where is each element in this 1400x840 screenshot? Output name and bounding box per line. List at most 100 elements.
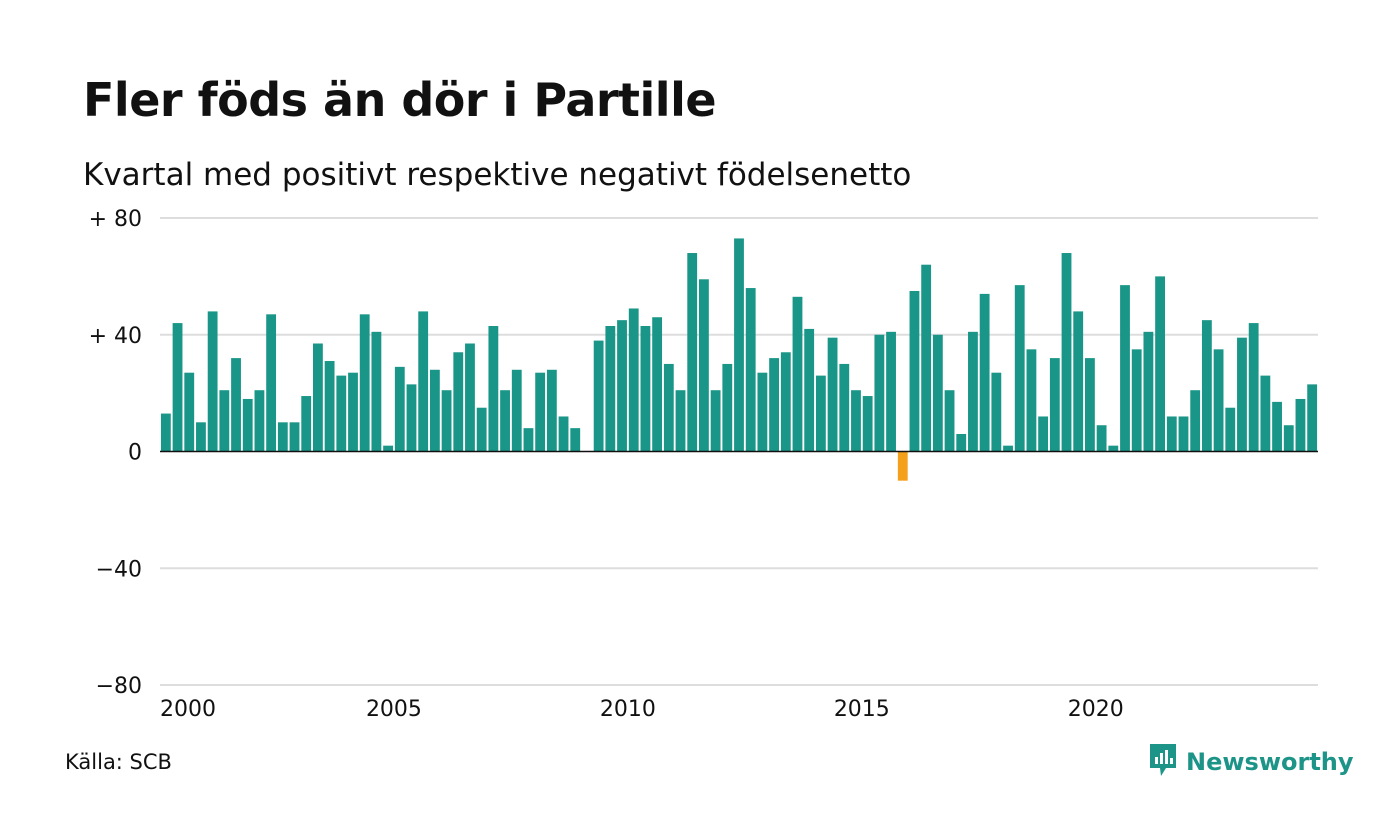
- bar: [1026, 349, 1037, 452]
- bar: [722, 363, 733, 452]
- y-tick-label: −80: [96, 674, 142, 699]
- bar: [1201, 320, 1212, 452]
- x-tick-label: 2015: [834, 697, 890, 722]
- bar: [453, 352, 464, 452]
- bar: [652, 317, 663, 452]
- bar: [874, 334, 885, 452]
- bar: [710, 390, 721, 452]
- bar: [1237, 337, 1247, 452]
- bar: [441, 390, 452, 452]
- bar: [336, 375, 347, 452]
- bar: [196, 422, 206, 452]
- bar: [266, 314, 277, 452]
- bar: [734, 238, 744, 452]
- bar: [1073, 311, 1084, 452]
- bar: [488, 325, 499, 452]
- bar: [476, 407, 487, 452]
- bar: [745, 288, 756, 452]
- bar: [886, 331, 896, 452]
- bar: [827, 337, 838, 452]
- bar: [1283, 425, 1294, 452]
- bar: [418, 311, 429, 452]
- bar: [546, 369, 557, 452]
- bar: [1213, 349, 1224, 452]
- bar: [219, 390, 230, 452]
- bar: [956, 433, 967, 452]
- bar: [628, 308, 639, 452]
- bar: [1084, 358, 1095, 452]
- bar: [1272, 401, 1282, 452]
- bar: [617, 320, 627, 452]
- bar: [968, 331, 978, 452]
- bar: [558, 416, 569, 452]
- x-axis-ticks: 2000 2005 2010 2015 2020: [160, 697, 1124, 722]
- bar: [780, 352, 791, 452]
- bar: [289, 422, 300, 452]
- bar: [1108, 445, 1119, 452]
- bar: [1178, 416, 1189, 452]
- bar: [663, 363, 674, 452]
- bar: [1131, 349, 1142, 452]
- bar: [979, 293, 990, 452]
- bar: [1096, 425, 1107, 452]
- bar: [231, 358, 241, 452]
- bar: [804, 328, 815, 452]
- bar: [324, 361, 335, 452]
- brand-name: Newsworthy: [1186, 748, 1354, 776]
- x-tick-label: 2000: [160, 697, 216, 722]
- bar: [1190, 390, 1201, 452]
- bar: [932, 334, 943, 452]
- bar: [570, 428, 581, 452]
- bar: [535, 372, 546, 452]
- bar: [1155, 276, 1166, 452]
- bar: [1260, 375, 1271, 452]
- bar: [394, 366, 405, 452]
- bar: [254, 390, 265, 452]
- bar: [184, 372, 195, 452]
- bar: [383, 445, 394, 452]
- bar: [500, 390, 510, 452]
- bar: [944, 390, 955, 452]
- bar: [312, 343, 323, 452]
- bar: [1049, 358, 1060, 452]
- bar: [757, 372, 768, 452]
- bar: [511, 369, 522, 452]
- y-tick-label: −40: [96, 557, 142, 582]
- x-tick-label: 2005: [366, 697, 422, 722]
- bar: [909, 290, 920, 452]
- bar: [897, 451, 908, 481]
- bar: [815, 375, 826, 452]
- y-tick-label: + 80: [89, 207, 142, 232]
- bar: [792, 296, 803, 452]
- bar: [1248, 323, 1259, 452]
- y-tick-label: 0: [128, 441, 142, 466]
- bar: [921, 264, 932, 452]
- chart-title: Fler föds än dör i Partille: [83, 73, 717, 127]
- bar: [991, 372, 1002, 452]
- bar: [429, 369, 440, 452]
- bar: [348, 372, 358, 452]
- bar: [242, 398, 253, 452]
- newsworthy-logo-icon: [1148, 742, 1178, 782]
- chart-subtitle: Kvartal med positivt respektive negativt…: [83, 157, 912, 193]
- bar: [687, 253, 698, 452]
- bar: [1295, 398, 1306, 452]
- bar: [605, 325, 616, 452]
- bar: [640, 325, 651, 452]
- bar: [1014, 285, 1025, 452]
- x-tick-label: 2010: [600, 697, 656, 722]
- bar: [207, 311, 218, 452]
- y-axis-ticks: + 80 + 40 0 −40 −80: [89, 207, 142, 699]
- bar: [1120, 285, 1130, 452]
- bar: [301, 396, 312, 452]
- bar: [1038, 416, 1049, 452]
- bar: [523, 428, 534, 452]
- bar: [359, 314, 370, 452]
- brand-logo[interactable]: Newsworthy: [1148, 742, 1354, 782]
- bar: [1225, 407, 1236, 452]
- bar: [465, 343, 475, 452]
- bar: [1003, 445, 1013, 452]
- bar: [160, 413, 171, 452]
- bar: [675, 390, 686, 452]
